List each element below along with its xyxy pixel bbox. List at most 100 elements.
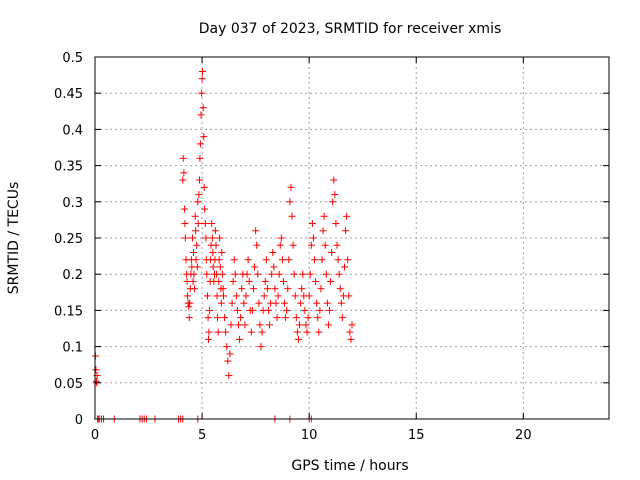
- data-point: [218, 248, 226, 256]
- x-tick-label: 15: [408, 428, 425, 443]
- data-point: [268, 270, 276, 278]
- data-point: [222, 328, 230, 336]
- data-point: [270, 263, 278, 271]
- y-tick-label: 0.15: [54, 304, 83, 319]
- data-point: [234, 321, 242, 329]
- data-point: [215, 277, 223, 285]
- data-point: [216, 263, 224, 271]
- data-point: [306, 270, 314, 278]
- data-point: [266, 321, 274, 329]
- data-point: [186, 299, 194, 307]
- data-point: [314, 314, 322, 322]
- data-point: [296, 321, 304, 329]
- data-point: [293, 328, 301, 336]
- data-point: [331, 191, 339, 199]
- data-point: [312, 277, 320, 285]
- data-point: [237, 314, 245, 322]
- data-point: [233, 306, 241, 314]
- data-point: [317, 285, 325, 293]
- y-tick-label: 0.45: [54, 87, 83, 102]
- data-point: [285, 256, 293, 264]
- data-point: [194, 220, 202, 228]
- data-point: [291, 292, 299, 300]
- data-point: [201, 205, 209, 213]
- data-point: [223, 343, 231, 351]
- data-point: [218, 270, 226, 278]
- data-point: [92, 366, 100, 374]
- data-point: [200, 183, 208, 191]
- data-point: [303, 328, 311, 336]
- data-point: [346, 328, 354, 336]
- axis-ticks: [94, 56, 609, 420]
- data-point: [211, 227, 219, 235]
- data-point: [347, 335, 355, 343]
- grid: [95, 57, 609, 419]
- data-point: [192, 227, 200, 235]
- data-point: [203, 270, 211, 278]
- data-point: [304, 314, 312, 322]
- data-point: [192, 256, 200, 264]
- data-point: [205, 328, 213, 336]
- data-point: [232, 292, 240, 300]
- data-point: [190, 248, 198, 256]
- data-point: [208, 220, 216, 228]
- data-point: [309, 234, 317, 242]
- data-point: [209, 263, 217, 271]
- data-point: [289, 241, 297, 249]
- data-point: [288, 212, 296, 220]
- data-point: [323, 299, 331, 307]
- data-point: [215, 256, 223, 264]
- y-tick-label: 0.05: [54, 377, 83, 392]
- data-point: [262, 256, 270, 264]
- y-tick-label: 0.1: [62, 341, 83, 356]
- data-point: [213, 292, 221, 300]
- x-tick-label: 10: [301, 428, 318, 443]
- data-point: [181, 220, 189, 228]
- data-point: [198, 89, 206, 97]
- data-point: [341, 263, 349, 271]
- data-point: [313, 299, 321, 307]
- y-tick-label: 0.35: [54, 160, 83, 175]
- data-point: [202, 234, 210, 242]
- data-point: [230, 256, 238, 264]
- data-point: [318, 256, 326, 264]
- data-point: [329, 198, 337, 206]
- data-point: [208, 234, 216, 242]
- data-points: [91, 67, 356, 423]
- data-point: [345, 292, 353, 300]
- data-point: [279, 277, 287, 285]
- data-point: [254, 270, 262, 278]
- data-point: [320, 212, 328, 220]
- data-point: [204, 314, 212, 322]
- data-point: [319, 227, 327, 235]
- data-point: [214, 314, 222, 322]
- data-point: [278, 256, 286, 264]
- data-point: [248, 306, 256, 314]
- data-point: [212, 241, 220, 249]
- y-tick-label: 0.3: [62, 196, 83, 211]
- data-point: [191, 212, 199, 220]
- data-point: [196, 176, 204, 184]
- data-point: [343, 212, 351, 220]
- data-point: [203, 292, 211, 300]
- x-tick-label: 5: [198, 428, 206, 443]
- data-point: [316, 306, 324, 314]
- data-point: [337, 299, 345, 307]
- data-point: [209, 248, 217, 256]
- data-point: [281, 299, 289, 307]
- chart-title: Day 037 of 2023, SRMTID for receiver xmi…: [199, 21, 502, 37]
- data-point: [193, 241, 201, 249]
- data-point: [284, 285, 292, 293]
- data-point: [247, 328, 255, 336]
- data-point: [181, 205, 189, 213]
- data-point: [214, 328, 222, 336]
- y-tick-label: 0.2: [62, 268, 83, 283]
- data-point: [240, 299, 248, 307]
- data-point: [199, 104, 207, 112]
- data-point: [324, 321, 332, 329]
- data-point: [302, 321, 310, 329]
- data-point: [226, 350, 234, 358]
- data-point: [200, 133, 208, 141]
